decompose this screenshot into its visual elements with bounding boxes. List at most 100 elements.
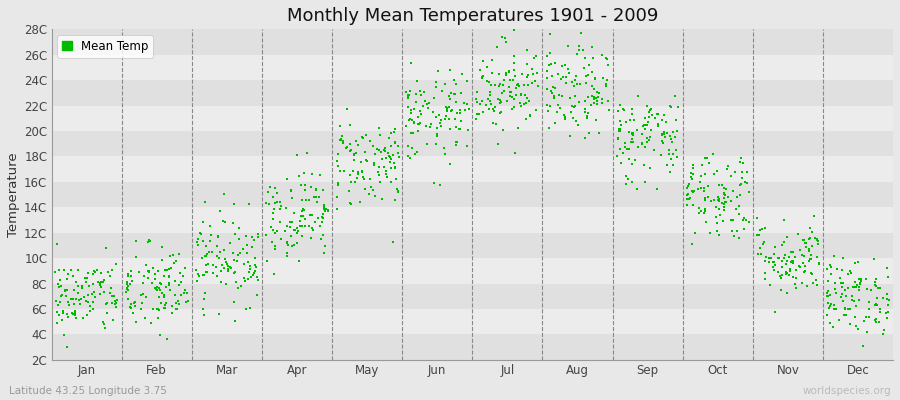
Point bbox=[196, 237, 211, 244]
Point bbox=[853, 276, 868, 282]
Point bbox=[854, 278, 868, 284]
Point bbox=[50, 308, 65, 315]
Point bbox=[717, 201, 732, 207]
Point bbox=[759, 254, 773, 260]
Point bbox=[194, 231, 208, 238]
Point bbox=[642, 136, 656, 143]
Point bbox=[778, 269, 793, 276]
Point bbox=[867, 256, 881, 262]
Point bbox=[554, 76, 568, 83]
Point bbox=[711, 197, 725, 204]
Point bbox=[803, 256, 817, 263]
Point bbox=[126, 310, 140, 316]
Point bbox=[53, 283, 68, 289]
Point bbox=[733, 159, 747, 166]
Point bbox=[137, 272, 151, 279]
Point bbox=[726, 188, 741, 194]
Point bbox=[876, 331, 890, 337]
Point bbox=[494, 99, 508, 105]
Point bbox=[711, 194, 725, 200]
Point bbox=[595, 96, 609, 102]
Point bbox=[713, 212, 727, 218]
Point bbox=[54, 293, 68, 300]
Point bbox=[559, 74, 573, 81]
Point bbox=[149, 284, 164, 290]
Point bbox=[617, 144, 632, 150]
Point bbox=[796, 260, 810, 266]
Point bbox=[211, 243, 225, 249]
Point bbox=[129, 319, 143, 325]
Point bbox=[155, 244, 169, 250]
Point bbox=[681, 183, 696, 190]
Point bbox=[497, 88, 511, 94]
Point bbox=[585, 83, 599, 90]
Point bbox=[52, 311, 67, 318]
Point bbox=[121, 286, 135, 293]
Point bbox=[216, 218, 230, 224]
Point bbox=[347, 152, 362, 158]
Point bbox=[726, 233, 741, 239]
Point bbox=[68, 308, 82, 314]
Point bbox=[50, 301, 65, 308]
Point bbox=[305, 225, 320, 231]
Point bbox=[879, 291, 894, 298]
Point bbox=[838, 306, 852, 312]
Point bbox=[820, 300, 834, 306]
Point bbox=[600, 76, 615, 83]
Point bbox=[640, 138, 654, 145]
Point bbox=[559, 80, 573, 86]
Point bbox=[228, 269, 242, 275]
Point bbox=[153, 280, 167, 286]
Point bbox=[74, 296, 88, 302]
Point bbox=[872, 308, 886, 315]
Point bbox=[507, 96, 521, 102]
Point bbox=[157, 293, 171, 300]
Point bbox=[483, 98, 498, 104]
Point bbox=[520, 47, 535, 54]
Point bbox=[402, 116, 417, 122]
Point bbox=[868, 301, 883, 308]
Point bbox=[131, 269, 146, 275]
Point bbox=[223, 240, 238, 246]
Point bbox=[192, 273, 206, 279]
Point bbox=[595, 52, 609, 58]
Point bbox=[95, 279, 110, 285]
Point bbox=[684, 170, 698, 176]
Point bbox=[336, 140, 350, 146]
Point bbox=[444, 90, 458, 96]
Point bbox=[150, 306, 165, 312]
Point bbox=[248, 264, 263, 270]
Point bbox=[267, 271, 282, 278]
Point bbox=[109, 300, 123, 306]
Point bbox=[791, 231, 806, 237]
Point bbox=[730, 228, 744, 234]
Point bbox=[797, 237, 812, 243]
Point bbox=[845, 297, 859, 303]
Point bbox=[680, 185, 695, 192]
Point bbox=[364, 184, 379, 190]
Point bbox=[259, 258, 274, 264]
Point bbox=[469, 96, 483, 102]
Point bbox=[353, 198, 367, 205]
Point bbox=[309, 187, 323, 193]
Point bbox=[562, 132, 577, 139]
Point bbox=[507, 67, 521, 74]
Point bbox=[614, 122, 628, 128]
Point bbox=[654, 131, 669, 138]
Point bbox=[587, 86, 601, 92]
Point bbox=[588, 94, 602, 100]
Point bbox=[508, 150, 522, 156]
Point bbox=[419, 141, 434, 148]
Point bbox=[595, 100, 609, 106]
Point bbox=[742, 189, 756, 195]
Point bbox=[247, 237, 261, 243]
Point bbox=[493, 97, 508, 103]
Point bbox=[758, 270, 772, 276]
Point bbox=[662, 151, 676, 158]
Point bbox=[230, 258, 245, 264]
Point bbox=[625, 130, 639, 136]
Point bbox=[779, 260, 794, 267]
Point bbox=[491, 44, 505, 50]
Point bbox=[878, 310, 893, 317]
Point bbox=[599, 54, 614, 61]
